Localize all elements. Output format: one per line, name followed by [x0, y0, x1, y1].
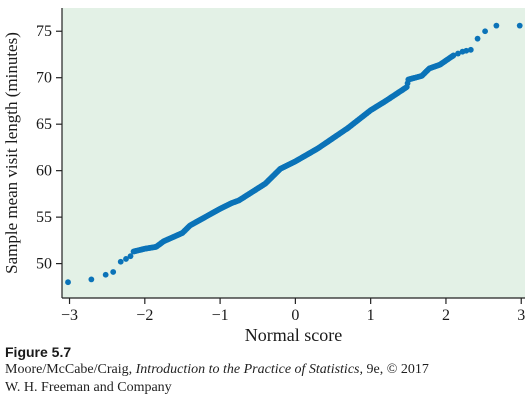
y-tick-label: 55: [36, 209, 52, 226]
data-point: [455, 50, 461, 57]
figure-caption: Figure 5.7 Moore/McCabe/Craig, Introduct…: [5, 343, 525, 397]
x-axis-label: Normal score: [245, 325, 342, 345]
citation-edition: 9e, © 2017: [362, 362, 429, 377]
y-axis-ticks: 50 55 60 65 70 75: [36, 23, 62, 273]
data-point: [102, 271, 109, 278]
citation-line: Moore/McCabe/Craig, Introduction to the …: [5, 361, 525, 379]
data-point: [516, 22, 523, 29]
x-tick-label: 3: [517, 307, 525, 324]
publisher-line: W. H. Freeman and Company: [5, 380, 172, 395]
x-tick-label: 1: [367, 307, 375, 324]
data-point: [463, 47, 470, 54]
y-tick-label: 70: [36, 70, 52, 87]
y-tick-label: 65: [36, 116, 52, 133]
x-axis-ticks: −3 −2 −1 0 1 2 3: [61, 298, 525, 324]
data-point: [88, 276, 95, 283]
y-axis-label: Sample mean visit length (minutes): [2, 32, 21, 274]
figure-number: Figure 5.7: [5, 344, 72, 360]
data-point: [65, 279, 71, 286]
data-point: [450, 52, 457, 59]
x-tick-label: −2: [136, 307, 153, 324]
data-point: [467, 46, 474, 53]
y-tick-label: 60: [36, 163, 52, 180]
y-tick-label: 75: [36, 23, 52, 40]
x-tick-label: −3: [61, 307, 78, 324]
data-point: [474, 35, 481, 42]
data-point: [117, 258, 124, 265]
x-tick-label: 0: [291, 307, 299, 324]
citation-title: Introduction to the Practice of Statisti…: [135, 362, 363, 377]
data-point: [110, 269, 117, 275]
citation-authors: Moore/McCabe/Craig,: [5, 362, 136, 377]
normal-quantile-plot: −3 −2 −1 0 1 2 3 50 55 60 65 70 75 Normal score Sam…: [2, 8, 525, 345]
data-points: [65, 22, 523, 286]
x-tick-label: 2: [442, 307, 450, 324]
data-point: [127, 253, 134, 260]
y-tick-label: 50: [36, 256, 52, 273]
data-point: [493, 22, 500, 29]
x-tick-label: −1: [212, 307, 229, 324]
data-point: [482, 28, 488, 35]
data-point: [123, 256, 129, 262]
